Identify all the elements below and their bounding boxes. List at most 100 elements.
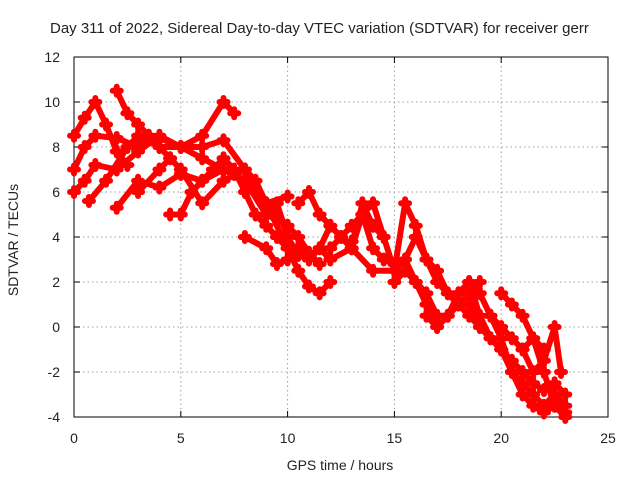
data-point <box>536 405 551 420</box>
data-point <box>430 320 445 334</box>
data-point <box>195 151 210 166</box>
data-point <box>173 140 188 154</box>
data-point <box>472 275 487 289</box>
data-point <box>334 230 348 244</box>
data-point <box>99 173 114 188</box>
data-point <box>152 128 167 143</box>
data-point <box>526 398 541 413</box>
data-point <box>312 241 327 256</box>
data-point <box>77 110 92 125</box>
y-axis-label: SDTVAR / TECUs <box>5 184 21 296</box>
data-point <box>99 117 114 132</box>
data-point <box>536 365 551 379</box>
data-point <box>430 275 445 289</box>
data-point <box>152 140 167 154</box>
data-point <box>163 207 178 222</box>
data-point <box>515 387 530 402</box>
data-point <box>248 173 263 188</box>
data-point <box>515 342 530 357</box>
data-point <box>312 257 327 271</box>
data-point <box>301 185 316 199</box>
data-point <box>131 144 146 159</box>
data-point <box>547 398 562 413</box>
data-point <box>366 241 381 256</box>
data-point <box>237 185 252 199</box>
data-point <box>173 207 188 222</box>
data-point <box>120 140 135 154</box>
data-point <box>205 162 220 177</box>
data-point <box>195 173 210 188</box>
data-point <box>216 133 231 148</box>
data-point <box>216 151 231 166</box>
data-point <box>472 286 487 301</box>
data-point <box>248 207 263 222</box>
data-point <box>120 106 135 121</box>
y-tick-label: -2 <box>48 364 61 380</box>
data-point <box>515 308 530 323</box>
y-tick-label: 12 <box>44 49 60 65</box>
data-point <box>237 230 252 244</box>
data-point <box>504 331 519 346</box>
data-point <box>558 387 573 402</box>
tick-labels: 0 5 10 15 20 25 -4 -2 0 2 4 6 8 10 12 <box>44 49 616 446</box>
data-point <box>430 308 445 323</box>
data-point <box>558 410 573 424</box>
data-point <box>77 140 92 154</box>
data-point <box>109 131 124 145</box>
data-point <box>515 365 530 379</box>
y-tick-label: 4 <box>52 229 60 245</box>
data-point <box>387 263 402 278</box>
data-point <box>312 286 327 301</box>
data-point <box>291 248 306 262</box>
data-point <box>259 207 274 222</box>
data-point <box>216 162 231 177</box>
x-tick-label: 0 <box>70 430 78 446</box>
data-point <box>323 275 338 289</box>
data-point <box>323 252 338 267</box>
data-point <box>109 83 124 98</box>
data-point <box>376 252 391 267</box>
data-point <box>483 331 498 346</box>
data-point <box>344 218 359 233</box>
y-tick-label: 10 <box>44 94 60 110</box>
data-point <box>355 196 370 211</box>
series-arc7 <box>135 155 291 252</box>
x-tick-label: 25 <box>600 430 616 446</box>
data-point <box>280 252 295 267</box>
data-point <box>131 173 146 188</box>
data-point <box>280 241 295 256</box>
data-point <box>269 230 284 244</box>
data-point <box>301 279 316 294</box>
data-point <box>291 230 306 244</box>
data-point <box>323 218 338 233</box>
data-point <box>259 196 274 211</box>
x-tick-label: 15 <box>387 430 403 446</box>
data-point <box>195 128 210 143</box>
data-point <box>419 308 434 323</box>
data-point <box>259 241 274 256</box>
data-point <box>67 162 81 177</box>
data-point <box>323 241 338 256</box>
series-arc8 <box>167 155 334 297</box>
data-point <box>387 275 402 289</box>
data-point <box>67 128 81 143</box>
data-point <box>419 252 434 267</box>
data-point <box>526 376 541 391</box>
data-point <box>195 140 210 154</box>
x-tick-label: 10 <box>280 430 296 446</box>
data-point <box>216 173 231 188</box>
data-point <box>419 286 434 301</box>
data-point <box>67 185 81 199</box>
data-point <box>554 365 569 379</box>
data-point <box>472 308 487 323</box>
data-point <box>398 263 413 278</box>
data-point <box>237 162 252 177</box>
x-tick-label: 20 <box>493 430 509 446</box>
data-point <box>291 196 306 211</box>
data-point <box>280 189 295 204</box>
data-point <box>344 234 359 249</box>
data-point <box>291 263 306 278</box>
data-point <box>440 286 455 301</box>
data-point <box>504 297 519 312</box>
data-point <box>440 308 455 323</box>
